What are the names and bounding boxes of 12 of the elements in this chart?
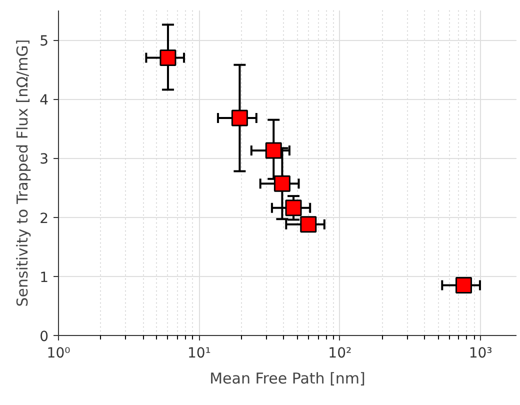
x-tick-label: 10³ — [468, 346, 492, 362]
y-tick-label: 2 — [40, 210, 49, 227]
y-tick-label: 0 — [40, 329, 49, 345]
y-tick-label: 3 — [40, 152, 49, 168]
x-tick-label: 10² — [328, 346, 352, 362]
x-tick-label: 10⁰ — [46, 346, 71, 362]
x-axis-title: Mean Free Path [nm] — [210, 370, 366, 388]
y-tick-label: 1 — [40, 270, 49, 286]
x-tick-label: 10¹ — [187, 346, 211, 362]
y-axis-title: Sensitivity to Trapped Flux [nΩ/mG] — [14, 39, 32, 307]
y-tick-label: 4 — [40, 92, 49, 109]
y-tick-label: 5 — [40, 34, 49, 50]
